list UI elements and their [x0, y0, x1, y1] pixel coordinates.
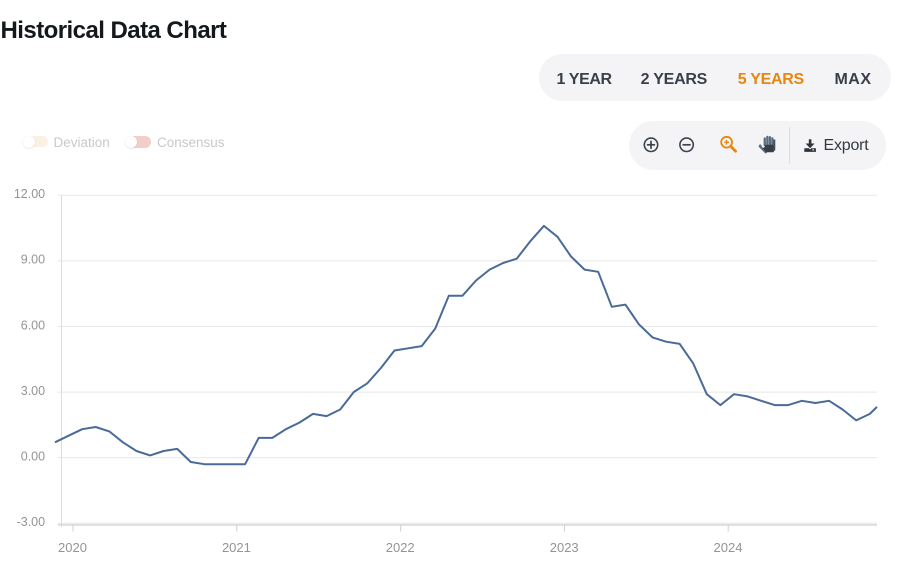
svg-text:9.00: 9.00: [21, 253, 45, 267]
svg-text:2020: 2020: [58, 540, 87, 555]
svg-text:6.00: 6.00: [21, 318, 45, 332]
svg-text:2024: 2024: [714, 540, 743, 555]
svg-text:2021: 2021: [222, 540, 251, 555]
svg-text:12.00: 12.00: [14, 187, 45, 201]
svg-text:0.00: 0.00: [21, 449, 45, 463]
svg-text:3.00: 3.00: [21, 384, 45, 398]
svg-text:2022: 2022: [386, 540, 415, 555]
svg-text:2023: 2023: [550, 540, 579, 555]
svg-text:-3.00: -3.00: [17, 515, 46, 529]
